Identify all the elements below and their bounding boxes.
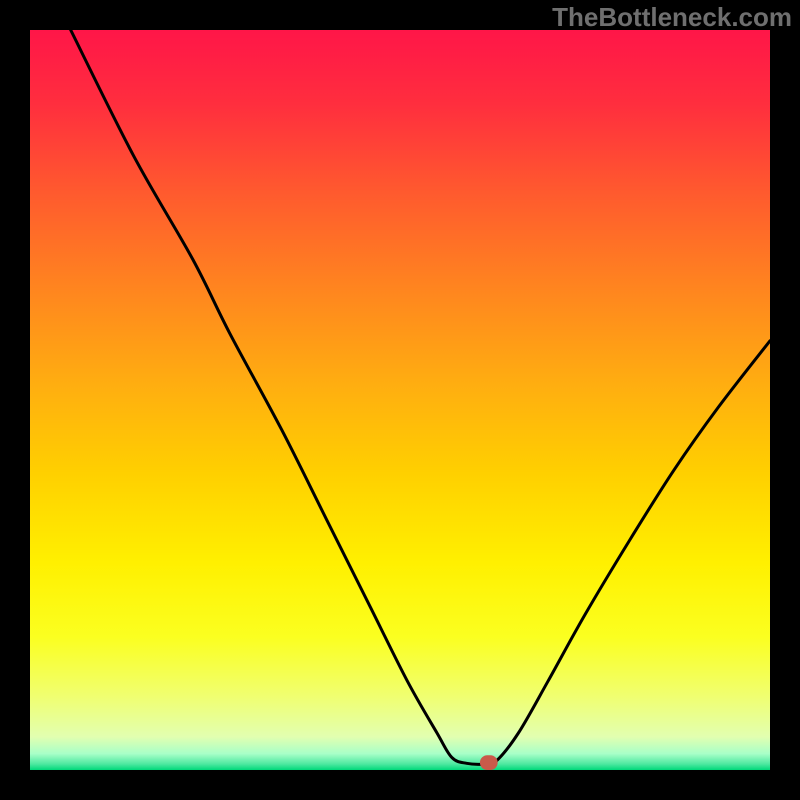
plot-area <box>30 30 770 770</box>
watermark-text: TheBottleneck.com <box>552 2 792 33</box>
plot-svg <box>30 30 770 770</box>
plot-background <box>30 30 770 770</box>
optimum-marker <box>480 755 498 770</box>
